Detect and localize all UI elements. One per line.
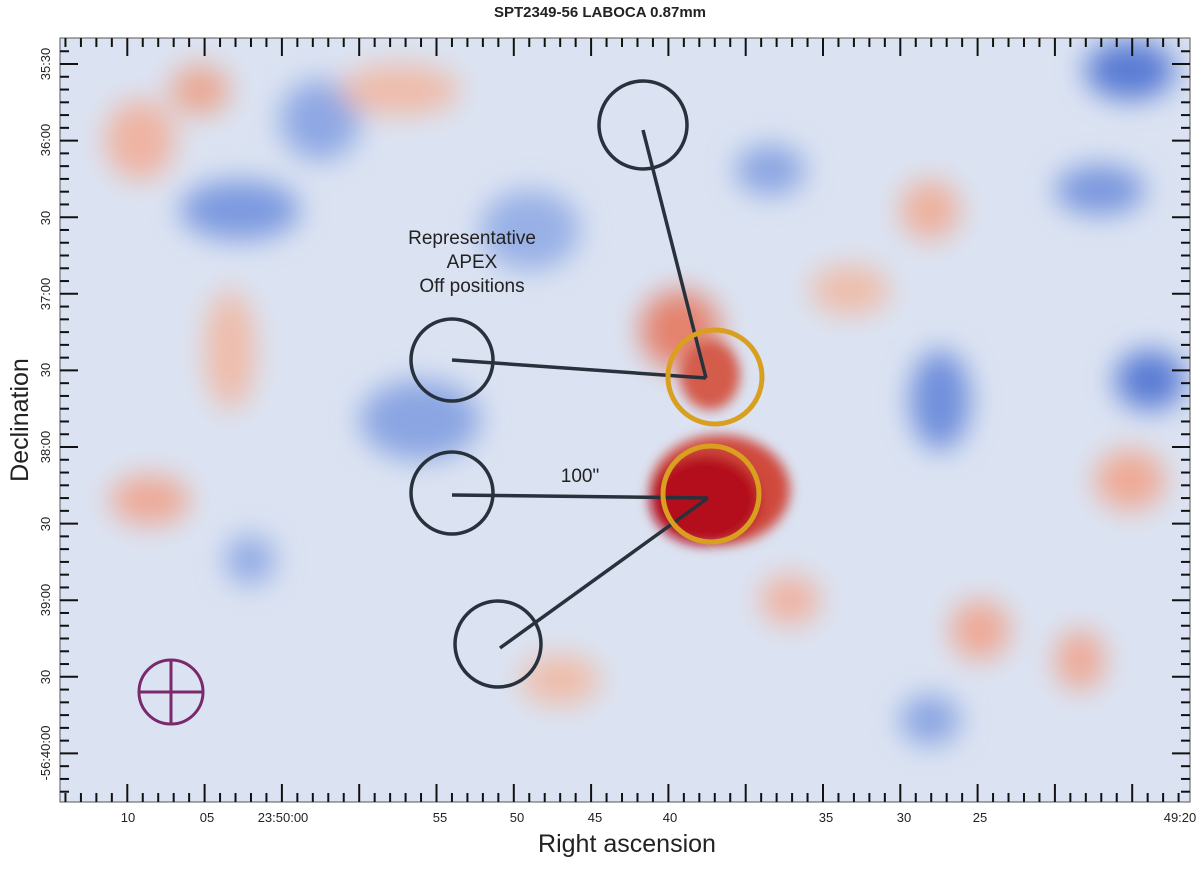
y-axis-label: Declination: [6, 358, 34, 482]
x-tick-label: 35: [819, 810, 833, 825]
x-tick-label: 40: [663, 810, 677, 825]
x-tick-label: 05: [200, 810, 214, 825]
y-tick-label: 30: [38, 211, 53, 225]
annotation-line: Representative: [408, 228, 536, 249]
x-tick-label: 49:20: [1164, 810, 1197, 825]
x-tick-label: 10: [121, 810, 135, 825]
beam-marker: [137, 658, 205, 726]
x-tick-label: 25: [973, 810, 987, 825]
sky-map: [60, 38, 1190, 802]
y-tick-label: 36:00: [38, 124, 53, 157]
y-tick-label: 30: [38, 517, 53, 531]
x-tick-label: 45: [588, 810, 602, 825]
y-tick-label: 38:00: [38, 431, 53, 464]
y-tick-label: 35:30: [38, 48, 53, 81]
scale-label: 100": [561, 466, 599, 487]
x-tick-label: 50: [510, 810, 524, 825]
y-tick-label: 30: [38, 670, 53, 684]
y-tick-label: 30: [38, 363, 53, 377]
tick-marks: [60, 38, 1190, 802]
chart-title: SPT2349-56 LABOCA 0.87mm: [494, 4, 706, 21]
y-tick-label: 37:00: [38, 278, 53, 311]
y-tick-label: -56:40:00: [38, 726, 53, 781]
source-markers: [660, 327, 765, 545]
annotation-line: Off positions: [419, 276, 524, 297]
x-tick-label: 55: [433, 810, 447, 825]
x-tick-label: 30: [897, 810, 911, 825]
off-positions-label: Representative APEX Off positions: [408, 228, 536, 297]
y-tick-label: 39:00: [38, 584, 53, 617]
annotation-line: APEX: [447, 252, 498, 273]
x-axis-label: Right ascension: [538, 830, 716, 858]
plot-frame: [59, 37, 1191, 803]
y-tick-labels: 35:30 36:00 30 37:00 30 38:00 30 39:00 30 -56:40:…: [38, 48, 53, 781]
x-tick-label: 23:50:00: [258, 810, 309, 825]
x-tick-labels: 10 05 23:50:00 55 50 45 40 35 30 25 49:20: [121, 810, 1197, 825]
